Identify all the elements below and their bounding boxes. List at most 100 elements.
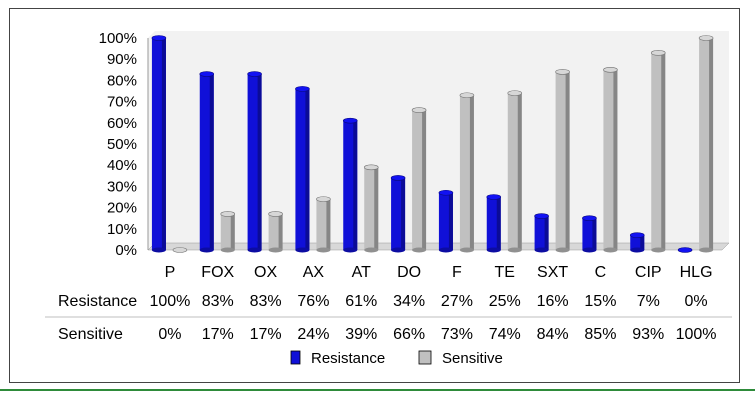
bar-resistance-9 [582,215,597,253]
bar-sensitive-3-shade [326,199,331,250]
bar-resistance-0 [151,35,167,253]
bar-sensitive-1-top [220,211,236,217]
bar-sensitive-10 [650,50,666,253]
bar-sensitive-9-top [603,67,618,73]
bar-sensitive-9 [603,67,618,253]
bar-sensitive-7-base [507,247,522,253]
bar-sensitive-6-top [459,92,475,99]
bar-sensitive-2 [268,211,283,253]
bar-sensitive-7-shade [517,93,522,251]
bar-sensitive-9-base [603,247,618,253]
table-resistance-value: 7% [637,293,660,310]
bar-sensitive-3 [316,196,331,253]
bar-sensitive-4-base [364,247,379,253]
bar-sensitive-10-top [650,50,666,56]
bar-sensitive-11-top [698,35,714,41]
x-category-label: CIP [635,264,662,281]
bar-resistance-8-shade [544,216,549,250]
bar-sensitive-8 [555,69,570,253]
table-sensitive-value: 39% [345,326,377,343]
y-tick-label: 10% [107,221,137,238]
y-tick-label: 50% [107,136,137,153]
y-tick-label: 100% [99,30,137,47]
bar-resistance-6 [438,189,454,253]
bar-resistance-6-shade [448,192,453,250]
bar-sensitive-7-top [507,90,523,96]
x-category-label: P [165,264,176,281]
bar-resistance-6-top [438,189,454,196]
bar-sensitive-6-shade [469,95,474,251]
table-resistance-value: 34% [393,293,425,310]
bar-resistance-10-top [629,232,645,238]
bar-resistance-0-shade [161,38,166,250]
legend-label-resistance: Resistance [311,350,385,367]
table-sensitive-value: 17% [250,326,282,343]
table-resistance-value: 83% [250,293,282,310]
bar-resistance-8 [534,213,549,253]
table-sensitive-value: 74% [489,326,521,343]
x-category-label: FOX [201,264,234,281]
bar-resistance-7-top [486,194,502,200]
table-resistance-value: 76% [297,293,329,310]
bar-sensitive-5-top [411,107,427,113]
bar-resistance-9-base [582,247,597,253]
y-tick-label: 70% [107,94,137,111]
plot-wall [148,31,729,250]
table-sensitive-value: 84% [537,326,569,343]
table-resistance-value: 25% [489,293,521,310]
table-resistance-value: 83% [202,293,234,310]
bar-resistance-4-shade [353,120,358,251]
bar-sensitive-6-base [459,247,474,253]
bar-sensitive-2-base [268,247,283,253]
table-sensitive-value: 17% [202,326,234,343]
bar-resistance-3-top [295,86,310,92]
bar-resistance-1-shade [209,74,214,250]
bar-sensitive-9-shade [613,69,618,250]
bar-resistance-1-top [199,71,215,77]
bar-sensitive-1 [220,211,236,253]
bar-resistance-4 [342,117,358,253]
bar-resistance-2 [247,71,262,253]
table-sensitive-value: 85% [584,326,616,343]
bar-sensitive-5-base [412,247,427,253]
table-row-label-sensitive: Sensitive [58,326,123,343]
table-resistance-value: 61% [345,293,377,310]
bar-resistance-3 [295,86,310,253]
y-tick-label: 80% [107,72,137,89]
x-category-label: OX [254,264,277,281]
bar-resistance-2-top [247,71,262,77]
bar-sensitive-5 [411,107,427,253]
y-tick-label: 40% [107,157,137,174]
table-sensitive-value: 93% [632,326,664,343]
table-sensitive-value: 73% [441,326,473,343]
bar-resistance-1 [199,71,215,253]
bar-sensitive-6 [459,92,475,253]
y-tick-label: 60% [107,115,137,132]
bar-sensitive-8-top [555,69,570,75]
bar-sensitive-4-top [363,164,379,171]
bar-resistance-5 [390,175,406,253]
table-sensitive-value: 66% [393,326,425,343]
bar-sensitive-7 [507,90,523,253]
x-category-label: F [452,264,462,281]
y-tick-label: 30% [107,178,137,195]
bar-sensitive-3-top [316,196,331,202]
x-category-label: C [595,264,607,281]
legend-swatch-resistance [290,350,301,365]
bar-resistance-5-top [390,175,406,181]
chart-frame [9,8,740,383]
bar-resistance-1-base [199,247,214,253]
bar-resistance-9-shade [592,218,597,250]
table-sensitive-value: 100% [676,326,717,343]
bar-resistance-9-top [582,215,597,221]
bar-resistance-10-base [630,247,645,253]
x-category-label: SXT [537,264,568,281]
bar-sensitive-4 [363,164,379,253]
bar-resistance-7-shade [496,197,501,250]
bar-resistance-7 [486,194,502,253]
bar-resistance-2-base [247,247,262,253]
table-sensitive-value: 0% [158,326,181,343]
table-sensitive-value: 24% [297,326,329,343]
bar-sensitive-1-shade [230,213,235,250]
